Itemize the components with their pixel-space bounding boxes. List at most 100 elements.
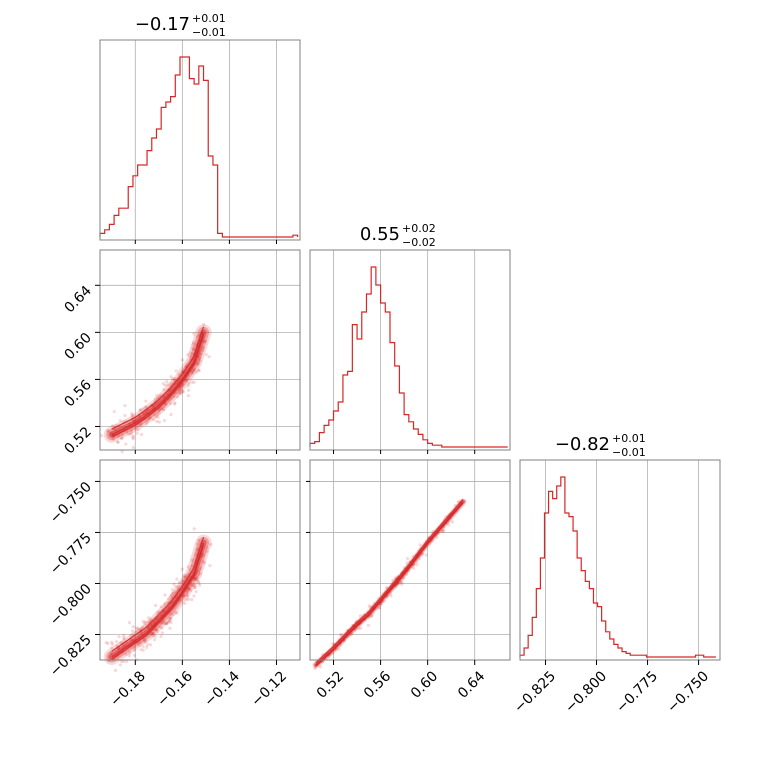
x-tick-label-0-3: −0.12 <box>248 668 290 710</box>
panel-frame-2-1 <box>309 459 511 661</box>
y-tick-label-1-3: 0.64 <box>61 283 94 316</box>
sample-point <box>197 538 201 543</box>
sample-point <box>411 566 416 570</box>
sample-point <box>405 561 409 565</box>
sample-point <box>192 527 196 531</box>
sample-point <box>192 380 196 384</box>
sample-point <box>138 408 143 413</box>
sample-point <box>154 415 158 419</box>
sample-point <box>190 380 194 384</box>
sample-point <box>350 631 354 635</box>
sample-point <box>337 647 341 651</box>
sample-point <box>417 557 421 561</box>
sample-point <box>195 335 200 339</box>
sample-point <box>441 529 445 534</box>
sample-point <box>166 620 171 625</box>
sample-point <box>126 432 130 436</box>
y-tick-label-2-0: −0.825 <box>47 632 95 680</box>
sample-point <box>143 638 148 642</box>
sample-point <box>358 614 363 618</box>
sample-point <box>154 628 158 632</box>
sample-point <box>124 659 129 664</box>
sample-point <box>160 626 164 630</box>
param-err-plus-1: +0.02 <box>402 222 436 235</box>
contour-line-2 <box>111 544 205 660</box>
sample-point <box>172 376 176 381</box>
sample-point <box>118 663 122 667</box>
sample-point <box>414 560 419 564</box>
sample-point <box>156 611 160 615</box>
sample-point <box>150 632 154 636</box>
y-tick-label-1-1: 0.56 <box>61 377 94 410</box>
sample-point <box>155 393 159 398</box>
panel-frame-2-2 <box>519 459 721 661</box>
sample-point <box>139 641 143 645</box>
sample-point <box>163 404 167 408</box>
sample-point <box>130 414 134 418</box>
sample-point <box>169 617 173 621</box>
sample-point <box>456 500 460 504</box>
sample-point <box>177 580 181 585</box>
sample-point <box>175 611 179 615</box>
sample-point <box>116 434 120 439</box>
sample-point <box>175 577 179 581</box>
sample-point <box>160 631 164 635</box>
sample-point <box>140 625 144 629</box>
sample-point <box>141 407 145 411</box>
sample-point <box>129 428 133 432</box>
sample-point <box>183 601 187 605</box>
sample-point <box>115 643 119 648</box>
sample-point <box>179 391 183 395</box>
x-tick-label-2-0: −0.825 <box>511 668 559 716</box>
sample-point <box>114 639 119 644</box>
sample-point <box>174 369 178 373</box>
x-tick-label-0-0: −0.18 <box>107 668 149 710</box>
sample-point <box>124 442 128 446</box>
sample-point <box>165 622 169 626</box>
sample-point <box>169 620 173 624</box>
sample-point <box>138 407 142 412</box>
sample-point <box>179 388 183 392</box>
sample-point <box>186 565 190 569</box>
sample-point <box>110 646 114 650</box>
sample-point <box>159 407 163 411</box>
sample-point <box>143 405 148 409</box>
sample-point <box>169 402 173 406</box>
sample-point <box>177 388 182 392</box>
sample-point <box>195 542 199 546</box>
sample-point <box>111 437 116 441</box>
sample-point <box>148 643 153 647</box>
sample-point <box>368 615 372 619</box>
sample-point <box>177 372 181 376</box>
sample-point <box>204 352 208 357</box>
sample-point <box>131 437 135 441</box>
sample-point <box>127 653 132 658</box>
sample-point <box>116 440 120 444</box>
sample-point <box>120 450 124 454</box>
sample-point <box>131 445 135 450</box>
y-tick-label-1-2: 0.60 <box>61 330 94 363</box>
sample-point <box>182 575 186 579</box>
sample-point <box>186 388 191 392</box>
density-band-2 <box>314 500 465 667</box>
sample-point <box>135 431 139 435</box>
sample-point <box>199 352 203 356</box>
sample-point <box>162 408 166 412</box>
sample-point <box>165 379 169 384</box>
sample-point <box>169 616 173 620</box>
sample-point <box>110 642 115 646</box>
sample-point <box>158 625 162 629</box>
sample-point <box>415 563 419 567</box>
sample-point <box>118 641 123 645</box>
sample-point <box>168 618 172 623</box>
panel-frame-1-0 <box>99 249 301 451</box>
sample-point <box>130 412 134 416</box>
sample-point <box>144 422 149 426</box>
param-err-minus-0: −0.01 <box>192 26 226 39</box>
sample-point <box>163 593 167 597</box>
x-tick-label-1-3: 0.64 <box>455 668 488 701</box>
sample-point <box>153 413 157 417</box>
sample-point <box>198 568 202 572</box>
sample-point <box>339 633 343 637</box>
sample-point <box>105 429 110 433</box>
